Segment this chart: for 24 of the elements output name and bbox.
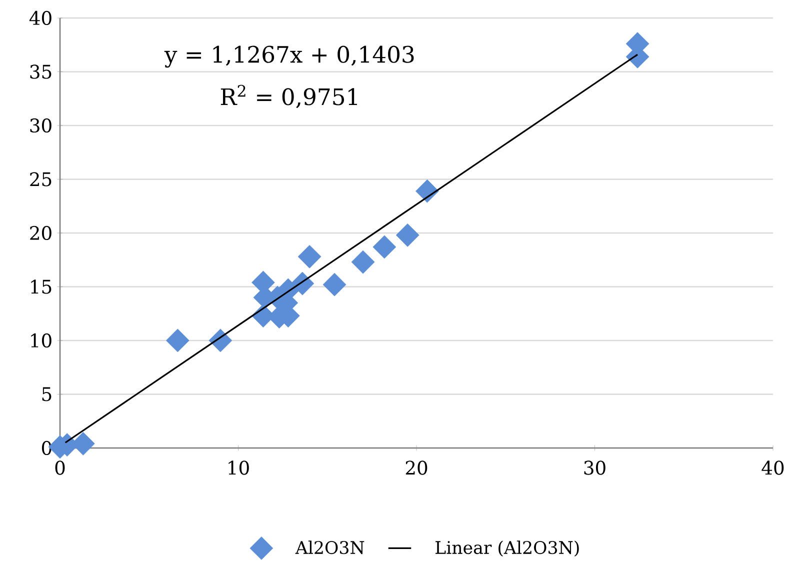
y-tick-label: 20 bbox=[30, 226, 52, 240]
y-tick-label: 10 bbox=[31, 333, 52, 348]
x-tick-label: 0 bbox=[55, 460, 65, 475]
x-tick-label: 30 bbox=[584, 460, 606, 475]
x-tick-label: 40 bbox=[762, 460, 784, 475]
point bbox=[298, 245, 322, 268]
y-tick-label: 35 bbox=[30, 64, 52, 79]
y-tick-label: 15 bbox=[31, 280, 52, 294]
point bbox=[208, 328, 232, 352]
point bbox=[372, 235, 396, 259]
y-tick-label: 30 bbox=[30, 118, 52, 133]
annotation: R$^{2}$ = 0,9751 bbox=[220, 84, 357, 108]
point bbox=[351, 250, 375, 274]
x-tick-label: 10 bbox=[228, 460, 249, 475]
point bbox=[166, 328, 190, 352]
y-tick-label: 25 bbox=[30, 172, 52, 186]
annotation: y = 1,1267x + 0,1403 bbox=[164, 46, 414, 68]
y-tick-label: 40 bbox=[29, 10, 52, 26]
y-tick-label: 5 bbox=[42, 387, 52, 402]
point bbox=[396, 224, 420, 247]
legend-label: Al2O3N bbox=[295, 540, 364, 554]
legend-label: Linear (Al2O3N) bbox=[436, 540, 579, 557]
point bbox=[322, 273, 346, 296]
x-tick-label: 20 bbox=[406, 460, 428, 475]
